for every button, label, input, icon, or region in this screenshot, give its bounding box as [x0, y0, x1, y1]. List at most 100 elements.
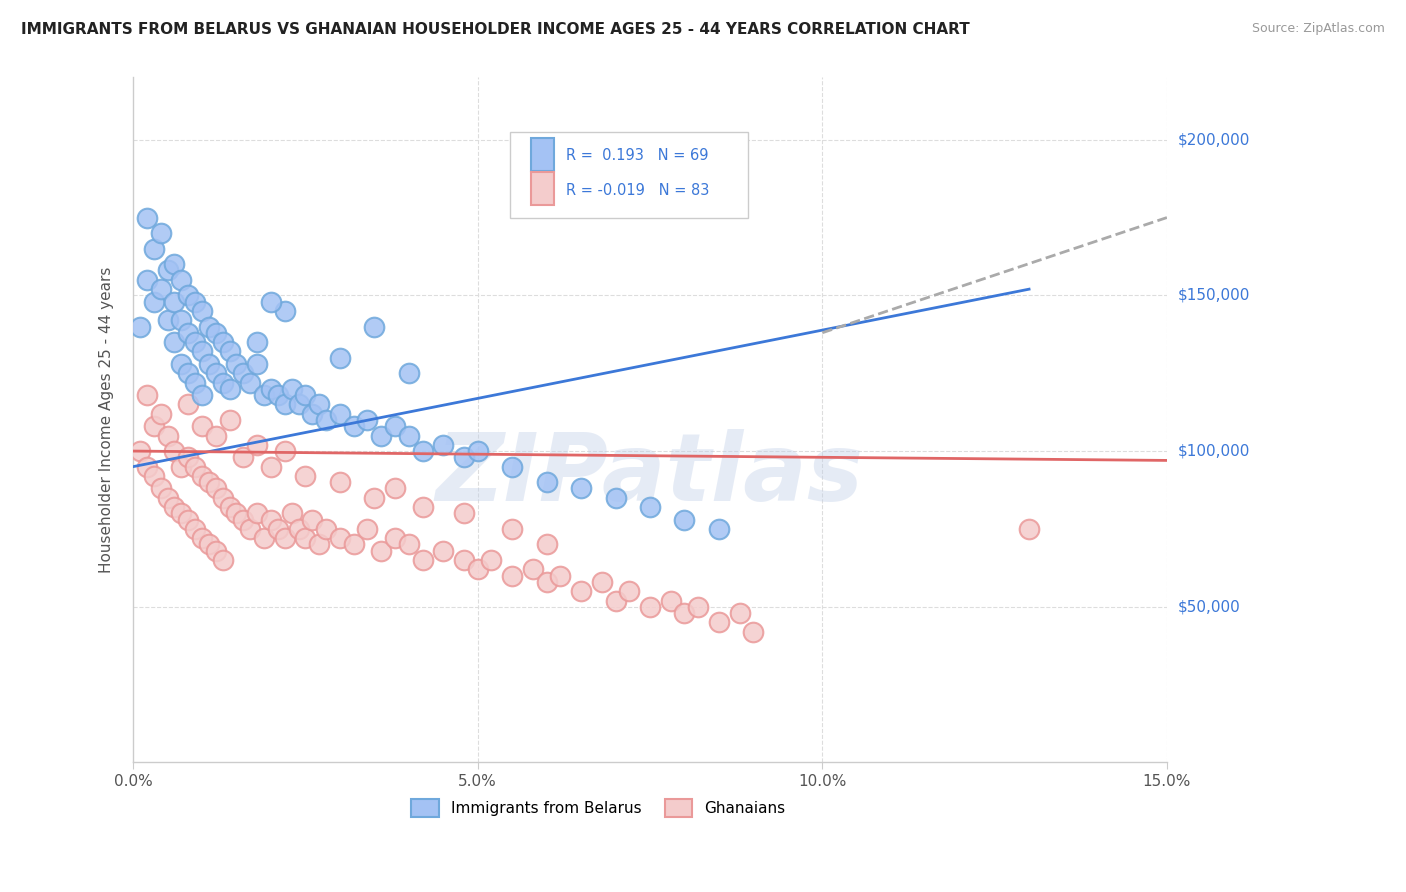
- Point: [363, 319, 385, 334]
- Point: [253, 531, 276, 545]
- Text: $100,000: $100,000: [1178, 443, 1250, 458]
- Text: $150,000: $150,000: [1178, 288, 1250, 303]
- Point: [156, 263, 179, 277]
- Point: [149, 407, 172, 421]
- Point: [177, 288, 200, 302]
- Point: [191, 344, 214, 359]
- Point: [211, 553, 233, 567]
- Point: [274, 531, 297, 545]
- Point: [301, 512, 323, 526]
- Point: [149, 282, 172, 296]
- Point: [135, 459, 157, 474]
- Point: [453, 553, 475, 567]
- Point: [1018, 522, 1040, 536]
- Point: [274, 397, 297, 411]
- Point: [198, 357, 221, 371]
- Legend: Immigrants from Belarus, Ghanaians: Immigrants from Belarus, Ghanaians: [405, 792, 792, 823]
- Point: [170, 459, 193, 474]
- Point: [432, 543, 454, 558]
- Point: [280, 382, 302, 396]
- Point: [688, 599, 710, 614]
- Point: [370, 543, 392, 558]
- Point: [246, 357, 269, 371]
- Point: [707, 522, 730, 536]
- Point: [260, 512, 283, 526]
- Point: [591, 574, 613, 589]
- Point: [156, 313, 179, 327]
- Point: [163, 444, 186, 458]
- Point: [156, 491, 179, 505]
- Point: [191, 388, 214, 402]
- Point: [356, 413, 378, 427]
- FancyBboxPatch shape: [510, 132, 748, 218]
- Point: [673, 606, 696, 620]
- Point: [218, 413, 240, 427]
- Point: [728, 606, 751, 620]
- Point: [536, 537, 558, 551]
- Point: [191, 419, 214, 434]
- Point: [501, 568, 523, 582]
- Point: [605, 593, 627, 607]
- Point: [142, 469, 165, 483]
- Point: [218, 500, 240, 515]
- Text: R =  0.193   N = 69: R = 0.193 N = 69: [567, 148, 709, 163]
- Point: [707, 615, 730, 630]
- Point: [287, 522, 309, 536]
- Point: [363, 491, 385, 505]
- Point: [467, 444, 489, 458]
- Point: [177, 397, 200, 411]
- Point: [412, 553, 434, 567]
- Point: [294, 531, 316, 545]
- Text: $200,000: $200,000: [1178, 132, 1250, 147]
- Point: [398, 537, 420, 551]
- Point: [343, 537, 366, 551]
- Point: [170, 273, 193, 287]
- Y-axis label: Householder Income Ages 25 - 44 years: Householder Income Ages 25 - 44 years: [100, 267, 114, 574]
- Point: [198, 537, 221, 551]
- Point: [384, 419, 406, 434]
- Point: [191, 531, 214, 545]
- Point: [225, 506, 247, 520]
- Point: [673, 512, 696, 526]
- Point: [742, 624, 765, 639]
- Point: [142, 294, 165, 309]
- Text: Source: ZipAtlas.com: Source: ZipAtlas.com: [1251, 22, 1385, 36]
- Point: [384, 482, 406, 496]
- Point: [501, 522, 523, 536]
- Point: [218, 344, 240, 359]
- Point: [204, 326, 226, 340]
- Point: [149, 482, 172, 496]
- Text: $50,000: $50,000: [1178, 599, 1240, 615]
- Point: [218, 382, 240, 396]
- Point: [232, 512, 254, 526]
- Point: [294, 469, 316, 483]
- Point: [198, 319, 221, 334]
- Point: [204, 428, 226, 442]
- Point: [605, 491, 627, 505]
- Point: [569, 482, 592, 496]
- Point: [467, 562, 489, 576]
- Point: [204, 543, 226, 558]
- Point: [135, 388, 157, 402]
- Point: [184, 522, 207, 536]
- FancyBboxPatch shape: [531, 172, 554, 205]
- Point: [301, 407, 323, 421]
- Point: [177, 450, 200, 465]
- Point: [260, 294, 283, 309]
- Point: [412, 444, 434, 458]
- Point: [619, 584, 641, 599]
- Point: [638, 500, 661, 515]
- Point: [149, 226, 172, 240]
- Text: IMMIGRANTS FROM BELARUS VS GHANAIAN HOUSEHOLDER INCOME AGES 25 - 44 YEARS CORREL: IMMIGRANTS FROM BELARUS VS GHANAIAN HOUS…: [21, 22, 970, 37]
- Point: [142, 242, 165, 256]
- Point: [163, 335, 186, 350]
- Point: [232, 450, 254, 465]
- Point: [184, 459, 207, 474]
- Point: [184, 335, 207, 350]
- Point: [211, 376, 233, 390]
- Point: [191, 304, 214, 318]
- Point: [308, 537, 330, 551]
- Point: [184, 294, 207, 309]
- Point: [329, 531, 352, 545]
- Point: [260, 459, 283, 474]
